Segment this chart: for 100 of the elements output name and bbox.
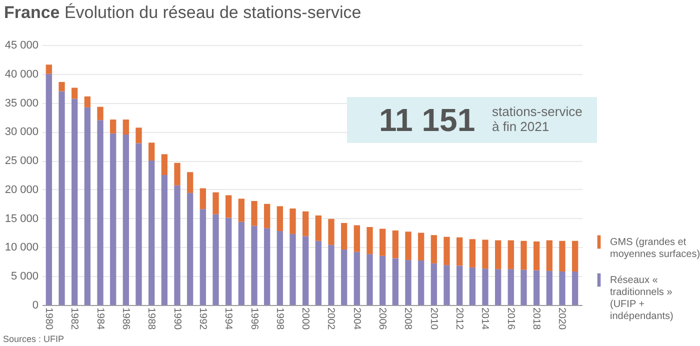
- bar: [251, 201, 258, 226]
- y-tick-label: 15 000: [4, 212, 38, 225]
- x-tick-label: 1982: [68, 308, 80, 330]
- bar: [456, 237, 463, 266]
- bar: [72, 98, 78, 305]
- y-tick-label: 25 000: [4, 155, 38, 168]
- bar: [122, 134, 130, 305]
- bar: [392, 230, 398, 258]
- x-tick-label: 1996: [248, 308, 260, 330]
- bar: [559, 271, 566, 305]
- bar: [354, 225, 360, 252]
- bar: [161, 154, 168, 175]
- bar: [430, 263, 437, 305]
- bar: [174, 162, 180, 186]
- bar: [572, 271, 578, 305]
- bar: [58, 82, 65, 92]
- y-tick-label: 45 000: [4, 40, 38, 52]
- annotation: 11 151: [379, 102, 476, 138]
- x-tick-label: 1990: [171, 308, 182, 330]
- bar: [315, 215, 322, 241]
- bar: [161, 175, 168, 305]
- bar: [276, 206, 283, 232]
- bar: [187, 192, 194, 305]
- bar: [392, 258, 398, 305]
- bar: [341, 222, 348, 250]
- bar: [226, 195, 232, 218]
- bar: [508, 240, 514, 270]
- bar: [200, 209, 206, 305]
- bar: [508, 269, 514, 305]
- x-tick-label: 2006: [376, 308, 388, 330]
- chart-title: France: [4, 3, 60, 22]
- bar: [380, 256, 386, 305]
- bar: [533, 270, 540, 305]
- x-tick-label: 2020: [556, 308, 568, 330]
- bar: [533, 241, 540, 270]
- bar: [520, 240, 527, 270]
- y-tick-label: 20 000: [4, 184, 38, 196]
- x-tick-label: 2012: [454, 308, 465, 330]
- annotation: stations-service à fin 2021: [492, 104, 584, 135]
- bar: [200, 188, 206, 210]
- x-tick-label: 1988: [146, 308, 157, 330]
- bar: [366, 254, 373, 305]
- bar: [546, 270, 552, 305]
- x-tick-label: 2018: [530, 308, 542, 330]
- bar: [136, 128, 142, 144]
- bar: [418, 260, 424, 305]
- bar: [494, 269, 502, 305]
- bar: [405, 232, 412, 260]
- bar: [46, 64, 52, 74]
- x-tick-label: 2000: [300, 308, 311, 330]
- bar: [482, 268, 488, 305]
- bar: [212, 192, 219, 214]
- bar: [559, 240, 566, 272]
- source-note: Sources : UFIP: [3, 334, 64, 344]
- x-tick-label: 2016: [504, 308, 516, 330]
- x-tick-label: 2010: [428, 308, 439, 330]
- x-tick-label: 2004: [350, 308, 362, 330]
- x-tick-label: 1984: [94, 308, 106, 330]
- bar: [456, 266, 463, 305]
- chart-subtitle: Évolution du réseau de stations-service: [64, 3, 362, 22]
- x-tick-label: 1994: [222, 308, 234, 330]
- y-tick-label: 40 000: [4, 68, 38, 80]
- bar: [354, 252, 360, 305]
- bar: [444, 236, 450, 266]
- bar: [264, 204, 270, 228]
- bar: [444, 265, 450, 305]
- legend-label: GMS (grandes et moyennes surfaces): [610, 237, 700, 260]
- bar: [405, 260, 412, 305]
- bar: [174, 185, 180, 305]
- x-tick-label: 1986: [120, 308, 131, 330]
- bar: [212, 214, 219, 305]
- bar: [302, 211, 309, 236]
- bar: [97, 106, 104, 120]
- x-tick-label: 1992: [196, 308, 208, 330]
- bar: [469, 239, 476, 268]
- bar: [148, 142, 155, 161]
- bar: [97, 120, 104, 305]
- y-tick-label: 5 000: [10, 270, 38, 283]
- bar: [482, 240, 488, 269]
- bar: [251, 226, 258, 305]
- y-tick-label: 30 000: [4, 126, 38, 138]
- bar: [418, 232, 424, 261]
- bar: [290, 234, 296, 305]
- bar: [264, 228, 270, 305]
- bar: [302, 236, 309, 305]
- bar: [84, 107, 91, 305]
- bar: [469, 267, 476, 305]
- bar: [58, 91, 65, 305]
- bar: [328, 244, 334, 305]
- bar: [328, 218, 334, 245]
- bar: [110, 120, 116, 134]
- bar: [366, 227, 373, 254]
- bar: [110, 133, 116, 305]
- bar: [546, 240, 552, 271]
- bar: [430, 235, 437, 264]
- bar: [572, 240, 578, 272]
- legend-label: Réseaux « traditionnels » (UFIP + indépendants): [610, 275, 674, 322]
- bar: [46, 74, 52, 305]
- bar: [494, 240, 502, 270]
- y-tick-label: 10 000: [4, 242, 38, 254]
